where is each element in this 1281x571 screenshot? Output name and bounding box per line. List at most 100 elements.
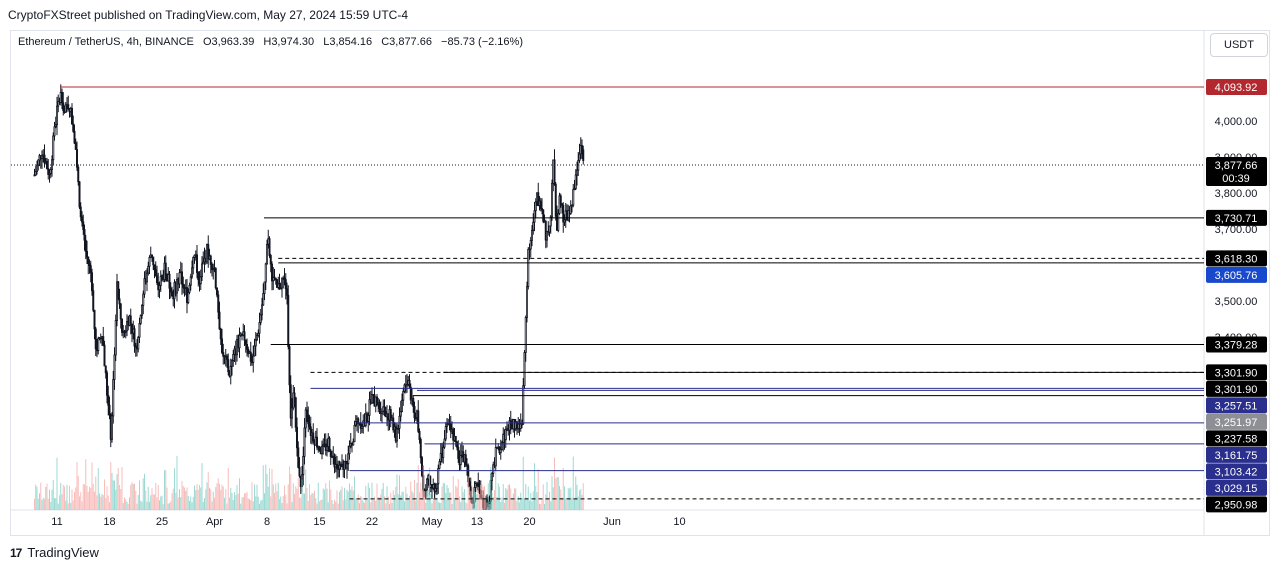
volume-bar: [185, 491, 186, 510]
volume-bar: [462, 487, 463, 510]
volume-bar: [275, 484, 276, 510]
volume-bar: [573, 457, 574, 510]
volume-bar: [265, 465, 266, 510]
volume-bar: [410, 482, 411, 510]
volume-bar: [338, 504, 339, 510]
volume-bar: [344, 488, 345, 510]
volume-bar: [318, 483, 319, 510]
volume-bar: [515, 488, 516, 510]
volume-bar: [205, 489, 206, 510]
volume-bar: [558, 477, 559, 510]
volume-bar: [170, 501, 171, 510]
volume-bar: [517, 501, 518, 510]
candle-body: [91, 273, 92, 291]
volume-bar: [285, 495, 286, 510]
volume-bar: [443, 483, 444, 510]
volume-bar: [94, 492, 95, 510]
candle-body: [108, 395, 109, 405]
candle-body: [326, 447, 327, 451]
candle-body: [141, 305, 142, 315]
candle-body: [171, 292, 172, 296]
candle-body: [460, 455, 461, 465]
candle-body: [220, 329, 221, 339]
candle-body: [445, 426, 446, 439]
volume-bar: [362, 497, 363, 510]
volume-bar: [132, 482, 133, 510]
candle-body: [294, 393, 295, 398]
candle-body: [51, 160, 52, 170]
volume-bar: [110, 462, 111, 510]
candle-body: [540, 201, 541, 208]
volume-bar: [215, 487, 216, 510]
volume-bar: [245, 493, 246, 510]
volume-bar: [90, 488, 91, 510]
volume-bar: [402, 492, 403, 510]
candle-body: [105, 366, 106, 373]
candle-body: [535, 202, 536, 211]
volume-bar: [463, 492, 464, 510]
volume-bar: [248, 498, 249, 510]
volume-bar: [343, 500, 344, 510]
volume-bar: [254, 485, 255, 510]
candle-body: [304, 428, 305, 456]
volume-bar: [160, 496, 161, 510]
volume-bar: [329, 481, 330, 510]
volume-bar: [279, 499, 280, 510]
volume-bar: [184, 487, 185, 510]
volume-bar: [292, 502, 293, 510]
candle-body: [495, 448, 496, 466]
volume-bar: [364, 503, 365, 510]
volume-bar: [150, 495, 151, 510]
volume-bar: [308, 501, 309, 510]
volume-bar: [330, 489, 331, 510]
volume-bar: [75, 487, 76, 510]
candle-body: [189, 285, 190, 292]
candle-body: [250, 352, 251, 361]
volume-bar: [415, 501, 416, 510]
candle-body: [165, 263, 166, 275]
candle-body: [579, 154, 580, 160]
volume-bar: [544, 504, 545, 510]
volume-bar: [299, 497, 300, 510]
volume-bar: [465, 502, 466, 510]
volume-bar: [274, 493, 275, 510]
candle-body: [35, 172, 36, 176]
tradingview-brand-text: TradingView: [27, 545, 99, 560]
candle-body: [418, 411, 419, 431]
candle-body: [500, 449, 501, 452]
volume-bar: [562, 498, 563, 510]
volume-bar: [327, 489, 328, 510]
candle-body: [581, 146, 582, 150]
candle-body: [439, 462, 440, 469]
volume-bar: [347, 490, 348, 510]
volume-bar: [89, 487, 90, 510]
volume-bar: [393, 490, 394, 510]
volume-bar: [314, 491, 315, 510]
candle-body: [113, 379, 114, 415]
candle-body: [118, 282, 119, 299]
volume-bar: [369, 488, 370, 510]
volume-bar: [267, 474, 268, 510]
volume-bar: [429, 468, 430, 510]
volume-bar: [208, 472, 209, 510]
volume-bar: [182, 481, 183, 510]
candle-body: [456, 442, 457, 447]
volume-bar: [302, 480, 303, 510]
volume-bar: [304, 494, 305, 510]
volume-bar: [93, 484, 94, 510]
volume-bar: [258, 497, 259, 510]
volume-bar: [404, 501, 405, 510]
candle-body: [146, 273, 147, 282]
candle-body: [576, 170, 577, 175]
candle-body: [303, 456, 304, 474]
candle-body: [409, 380, 410, 387]
volume-bar: [218, 478, 219, 510]
volume-bar: [538, 469, 539, 510]
volume-bar: [430, 494, 431, 510]
time-tick-label: 10: [673, 516, 685, 528]
tradingview-logo[interactable]: 17 TradingView: [10, 545, 99, 560]
volume-bar: [439, 503, 440, 510]
volume-bar: [468, 476, 469, 510]
volume-bar: [349, 483, 350, 510]
